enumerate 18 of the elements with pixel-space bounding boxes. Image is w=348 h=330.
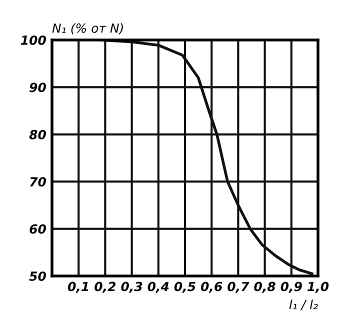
y-tick-label: 80 — [29, 130, 46, 140]
x-axis-title: l₁ / l₂ — [289, 300, 318, 310]
x-tick-label: 0,8 — [254, 282, 276, 293]
x-tick-label: 0,9 — [280, 282, 302, 293]
y-tick-label: 100 — [20, 35, 46, 45]
x-tick-label: 0,2 — [94, 282, 116, 293]
x-tick-label: 0,6 — [200, 282, 222, 293]
x-tick-label: 0,4 — [148, 282, 169, 293]
y-axis-title: N₁ (% от N) — [52, 23, 123, 34]
x-tick-label: 0,3 — [121, 282, 142, 293]
x-tick-label: 1,0 — [307, 282, 329, 293]
x-tick-label: 0,5 — [174, 282, 196, 293]
y-tick-label: 60 — [30, 224, 46, 234]
y-tick-label: 50 — [29, 271, 46, 281]
y-tick-label: 70 — [30, 177, 46, 187]
x-tick-label: 0,7 — [228, 282, 250, 293]
y-tick-label: 90 — [30, 82, 46, 92]
x-tick-label: 0,1 — [68, 282, 88, 293]
